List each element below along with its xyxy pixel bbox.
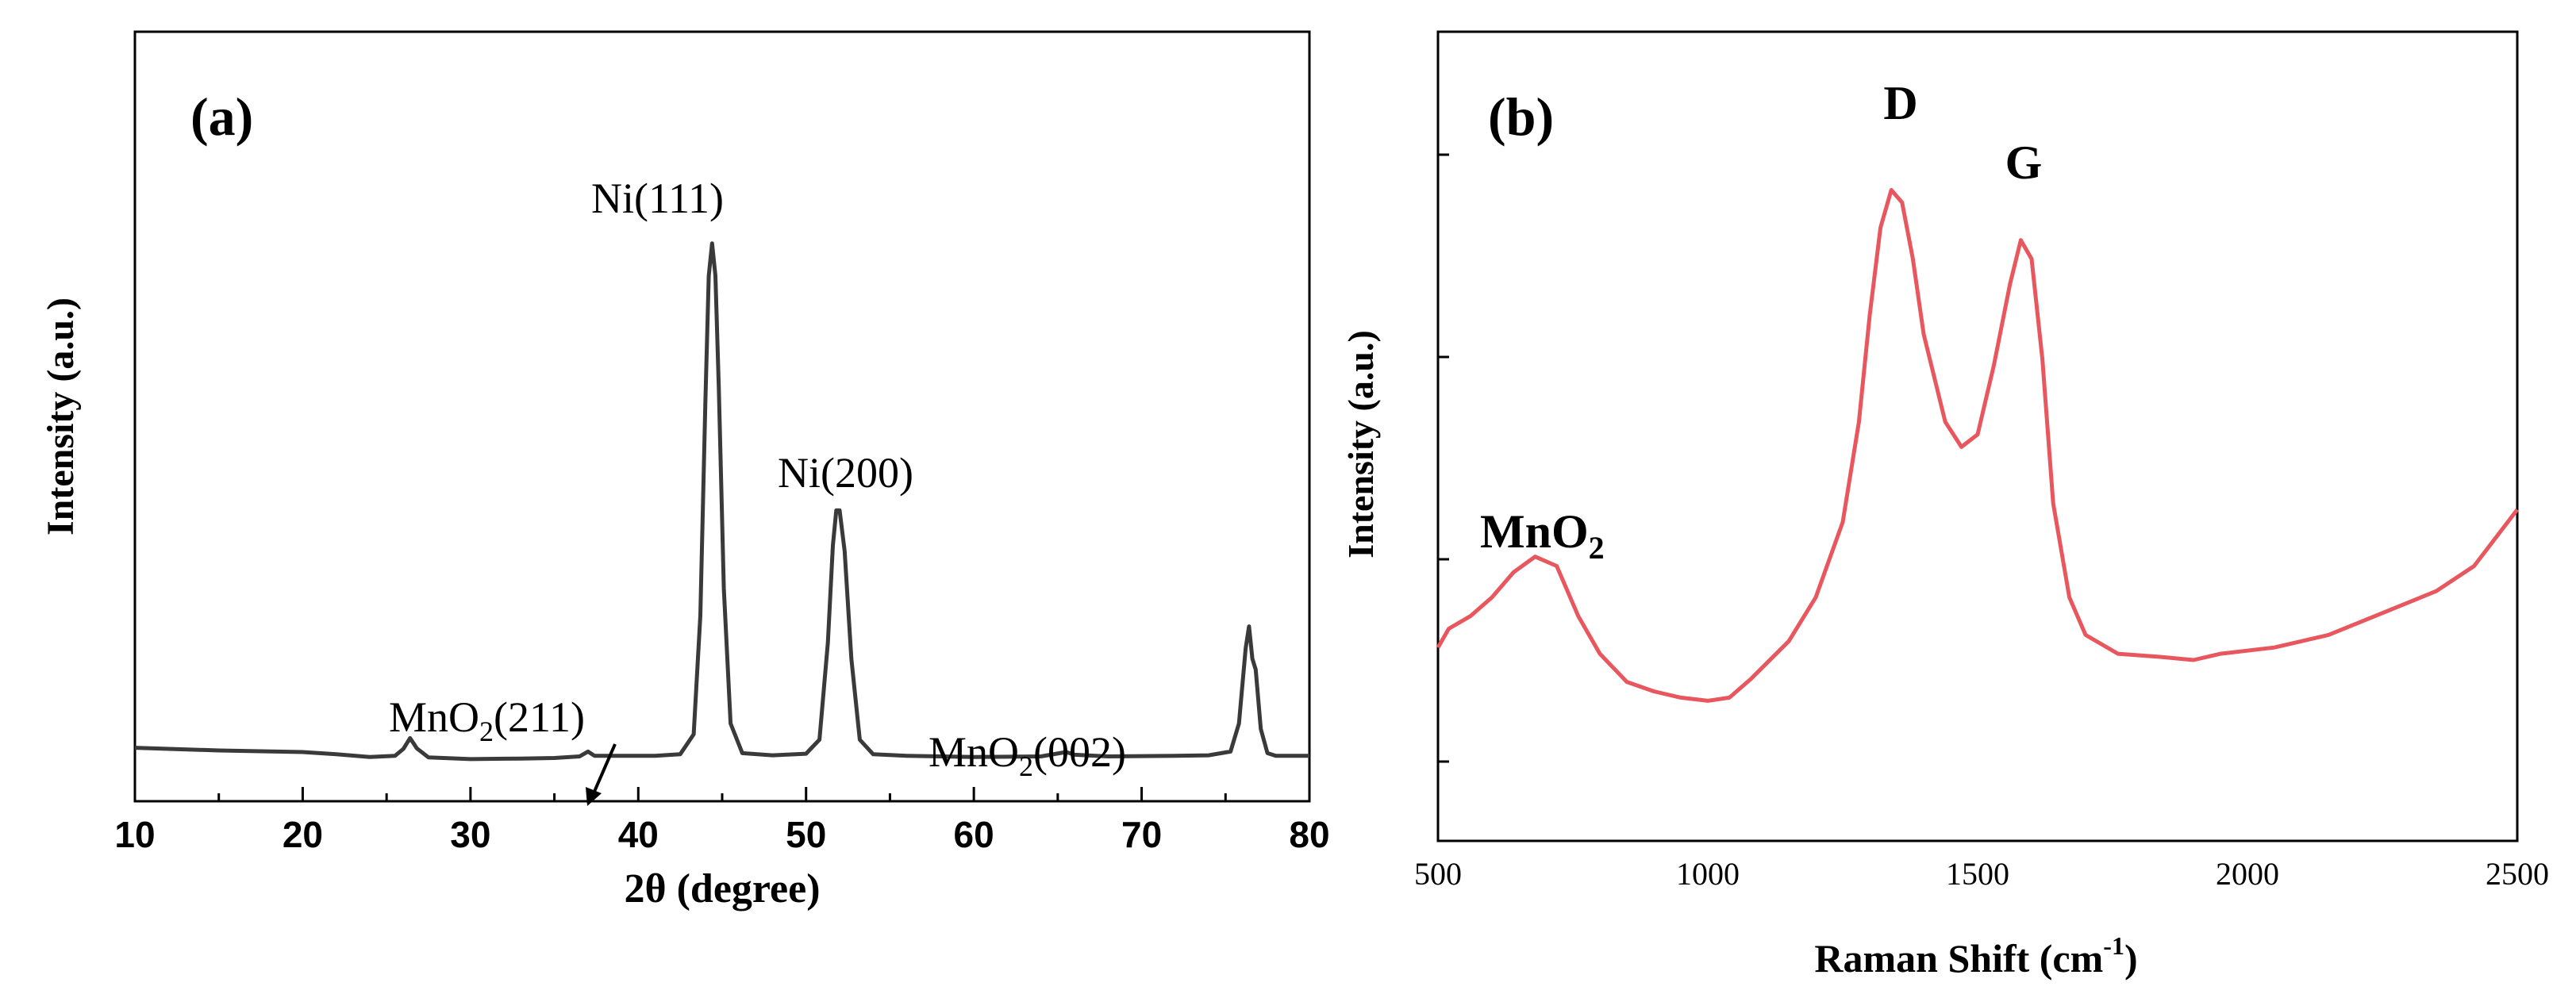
panel-b: 500 1000 1500 2000 2500 (b) D G MnO2 Intensi… xyxy=(1340,30,2549,981)
panel-b-y-ticks xyxy=(1438,153,1449,763)
panel-b-xlabel: Raman Shift (cm-1) xyxy=(1814,931,2137,981)
annotation-ni200: Ni(200) xyxy=(778,449,913,497)
panel-b-raman-curve xyxy=(1436,188,2519,703)
panel-a: 10 20 30 40 50 60 70 80 (a) Ni(111) Ni(200) MnO… xyxy=(40,30,1330,911)
panel-a-ylabel: Intensity (a.u.) xyxy=(40,297,82,535)
annotation-mno2: MnO2 xyxy=(1480,505,1605,566)
panel-b-x-tick-label: 500 xyxy=(1414,856,1462,892)
annotation-mno2-002-main: MnO xyxy=(929,728,1019,776)
annotation-mno2-sub: 2 xyxy=(1589,530,1605,566)
panel-b-x-tick-label: 2500 xyxy=(2486,856,2549,892)
panel-a-x-ticks xyxy=(133,787,1311,801)
panel-b-ylabel: Intensity (a.u.) xyxy=(1340,330,1381,558)
panel-b-xlabel-main: Raman Shift (cm xyxy=(1814,936,2103,981)
annotation-mno2-211-rest: (211) xyxy=(494,693,585,741)
annotation-ni111: Ni(111) xyxy=(591,175,724,222)
panel-a-xrd-curve xyxy=(134,241,1309,762)
annotation-mno2-002-rest: (002) xyxy=(1033,728,1126,776)
panel-b-frame xyxy=(1436,30,2519,842)
panel-b-x-tick-label: 1500 xyxy=(1946,856,2009,892)
panel-a-label: (a) xyxy=(190,86,253,147)
panel-a-xlabel: 2θ (degree) xyxy=(624,866,820,911)
annotation-mno2-211-main: MnO xyxy=(389,693,479,741)
panel-a-x-tick-labels: 10 20 30 40 50 60 70 80 xyxy=(114,814,1329,855)
panel-a-x-tick-label: 40 xyxy=(618,814,659,855)
panel-a-x-tick-label: 10 xyxy=(114,814,155,855)
panel-a-x-tick-label: 70 xyxy=(1121,814,1162,855)
panel-a-frame xyxy=(133,30,1311,803)
panel-a-x-tick-label: 80 xyxy=(1289,814,1329,855)
annotation-mno2-211: MnO2(211) xyxy=(389,693,585,747)
annotation-mno2-211-sub: 2 xyxy=(479,716,494,747)
annotation-arrow-line xyxy=(592,743,617,794)
panel-a-x-tick-label: 30 xyxy=(450,814,490,855)
panel-b-xlabel-sup: -1 xyxy=(2103,931,2124,960)
panel-b-x-tick-labels: 500 1000 1500 2000 2500 xyxy=(1414,856,2549,892)
panel-b-x-tick-label: 1000 xyxy=(1676,856,1740,892)
annotation-mno2-002-sub: 2 xyxy=(1019,750,1033,782)
panel-a-x-tick-label: 50 xyxy=(786,814,826,855)
annotation-g-band: G xyxy=(2005,136,2043,189)
annotation-d-band: D xyxy=(1883,77,1917,129)
panel-a-x-tick-label: 20 xyxy=(283,814,323,855)
annotation-mno2-main: MnO xyxy=(1480,505,1589,558)
panel-b-xlabel-end: ) xyxy=(2124,936,2138,981)
panel-a-x-tick-label: 60 xyxy=(954,814,994,855)
annotation-mno2-002: MnO2(002) xyxy=(929,728,1126,782)
panel-b-label: (b) xyxy=(1488,86,1554,147)
panel-b-x-tick-label: 2000 xyxy=(2216,856,2279,892)
annotation-arrow-head xyxy=(586,787,602,806)
